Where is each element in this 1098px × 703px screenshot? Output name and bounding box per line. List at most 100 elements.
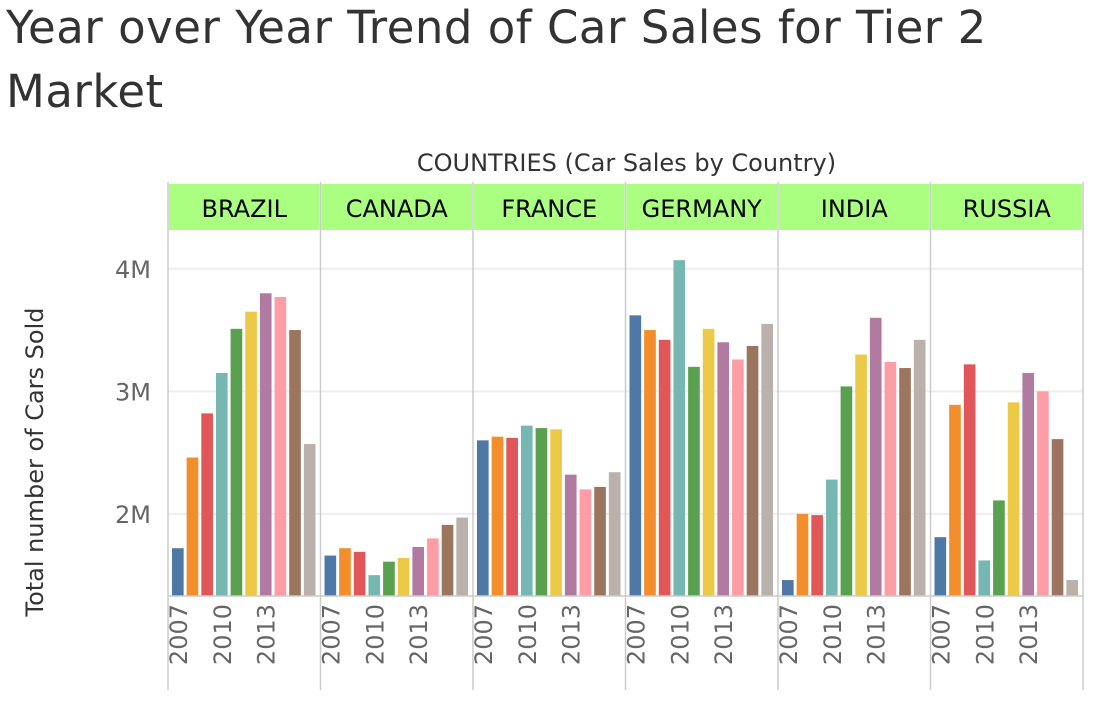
bar-germany-2012[interactable] — [702, 328, 715, 596]
y-tick-label: 2M — [115, 501, 151, 529]
x-tick-label: 2010 — [819, 604, 847, 665]
bar-brazil-2016[interactable] — [303, 444, 316, 596]
bar-india-2009[interactable] — [811, 515, 823, 596]
bar-india-2012[interactable] — [855, 354, 867, 596]
bar-canada-2008[interactable] — [339, 548, 351, 596]
bar-france-2008[interactable] — [491, 436, 504, 596]
bar-france-2014[interactable] — [579, 489, 592, 596]
bar-brazil-2008[interactable] — [186, 457, 199, 596]
column-header-canada — [321, 184, 472, 230]
bar-france-2007[interactable] — [477, 440, 489, 596]
bar-france-2011[interactable] — [535, 428, 548, 596]
column-header-label: GERMANY — [642, 195, 763, 223]
x-tick-label: 2010 — [361, 604, 389, 665]
x-tick-label: 2010 — [971, 604, 999, 665]
bar-canada-2007[interactable] — [324, 555, 337, 596]
bar-russia-2010[interactable] — [978, 560, 991, 596]
x-tick-label: 2010 — [514, 604, 542, 665]
bar-india-2007[interactable] — [782, 580, 794, 596]
column-header-label: INDIA — [821, 195, 889, 223]
bar-brazil-2014[interactable] — [274, 296, 287, 596]
column-header-label: CANADA — [346, 195, 449, 223]
column-header-label: RUSSIA — [963, 195, 1052, 223]
bar-canada-2014[interactable] — [427, 538, 439, 596]
bar-russia-2013[interactable] — [1022, 372, 1035, 596]
x-tick-label: 2013 — [253, 604, 281, 665]
x-tick-label: 2007 — [775, 604, 803, 665]
x-tick-label: 2007 — [622, 604, 650, 665]
column-header-india — [779, 184, 930, 230]
bar-russia-2007[interactable] — [934, 537, 947, 596]
labels: 2M 3M 4M COUNTRIES (Car Sales by Country) To… — [21, 149, 1043, 665]
x-tick-label: 2010 — [209, 604, 237, 665]
column-header-label: FRANCE — [501, 195, 597, 223]
bar-france-2009[interactable] — [506, 437, 518, 596]
bar-russia-2015[interactable] — [1051, 439, 1064, 596]
bar-brazil-2009[interactable] — [201, 413, 213, 596]
column-header-france — [474, 184, 625, 230]
column-headers: BRAZIL CANADA FRANCE GERMANY INDIA RUSSIA — [169, 184, 1082, 230]
x-tick-label: 2007 — [165, 604, 193, 665]
bar-russia-2012[interactable] — [1007, 402, 1020, 596]
bar-india-2011[interactable] — [840, 386, 853, 596]
bar-brazil-2012[interactable] — [245, 311, 257, 596]
bar-france-2010[interactable] — [520, 425, 533, 596]
column-header-brazil — [169, 184, 320, 230]
bar-india-2008[interactable] — [796, 513, 809, 596]
bar-india-2016[interactable] — [913, 339, 926, 596]
bar-germany-2015[interactable] — [746, 345, 759, 596]
x-tick-label: 2007 — [470, 604, 498, 665]
x-tick-label: 2013 — [558, 604, 586, 665]
bar-germany-2010[interactable] — [673, 260, 686, 596]
y-axis-label: Total number of Cars Sold — [21, 307, 49, 617]
bar-india-2015[interactable] — [899, 368, 911, 596]
bar-france-2012[interactable] — [550, 429, 562, 596]
bar-russia-2009[interactable] — [963, 364, 976, 596]
bar-canada-2009[interactable] — [353, 551, 366, 596]
bar-germany-2011[interactable] — [688, 366, 700, 596]
bar-germany-2013[interactable] — [717, 342, 730, 596]
x-tick-label: 2013 — [710, 604, 738, 665]
column-header-russia — [931, 184, 1082, 230]
bar-india-2010[interactable] — [825, 479, 838, 596]
bar-india-2014[interactable] — [884, 361, 897, 596]
x-tick-label: 2010 — [666, 604, 694, 665]
bar-india-2013[interactable] — [869, 317, 882, 596]
x-tick-label: 2007 — [927, 604, 955, 665]
bar-canada-2013[interactable] — [412, 546, 425, 596]
x-tick-label: 2013 — [1015, 604, 1043, 665]
bar-germany-2008[interactable] — [644, 330, 656, 596]
bar-brazil-2007[interactable] — [172, 548, 184, 596]
bar-russia-2014[interactable] — [1037, 391, 1049, 596]
bar-canada-2016[interactable] — [456, 517, 468, 596]
bar-france-2016[interactable] — [608, 472, 621, 596]
bar-russia-2008[interactable] — [949, 404, 961, 596]
bar-canada-2012[interactable] — [397, 558, 410, 596]
x-tick-label: 2013 — [405, 604, 433, 665]
bar-canada-2010[interactable] — [368, 575, 381, 596]
bar-brazil-2011[interactable] — [230, 328, 243, 596]
bar-germany-2009[interactable] — [658, 339, 671, 596]
bar-france-2013[interactable] — [564, 474, 577, 596]
column-super-header: COUNTRIES (Car Sales by Country) — [417, 149, 836, 177]
column-header-germany — [626, 184, 777, 230]
bar-brazil-2013[interactable] — [259, 293, 272, 596]
bar-russia-2016[interactable] — [1066, 580, 1078, 596]
axes — [167, 182, 1084, 690]
bar-france-2015[interactable] — [594, 486, 606, 596]
bar-canada-2011[interactable] — [383, 561, 395, 596]
y-tick-label: 4M — [115, 256, 151, 284]
bar-russia-2011[interactable] — [993, 500, 1005, 596]
bar-canada-2015[interactable] — [441, 524, 454, 596]
bar-germany-2014[interactable] — [732, 359, 744, 596]
chart-title: Year over Year Trend of Car Sales for Ti… — [6, 1, 987, 118]
bar-germany-2016[interactable] — [761, 323, 773, 596]
bar-germany-2007[interactable] — [629, 315, 642, 596]
bar-brazil-2010[interactable] — [215, 372, 228, 596]
bar-brazil-2015[interactable] — [289, 330, 301, 596]
y-tick-label: 3M — [115, 378, 151, 406]
x-tick-label: 2013 — [863, 604, 891, 665]
bars — [172, 260, 1078, 596]
x-tick-label: 2007 — [317, 604, 345, 665]
